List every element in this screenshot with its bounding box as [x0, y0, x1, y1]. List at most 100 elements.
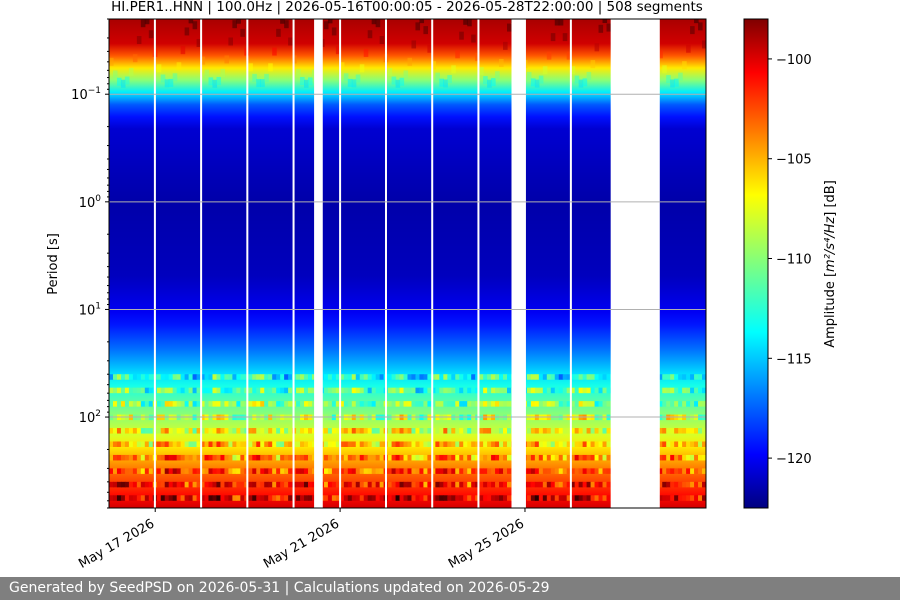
heatmap-cell [363, 401, 369, 407]
heatmap-cell [702, 468, 706, 474]
heatmap-cell [140, 441, 146, 447]
heatmap-cell [503, 495, 508, 501]
heatmap-cell [132, 401, 138, 407]
heatmap-cell [272, 495, 277, 501]
heatmap-cell [300, 454, 305, 461]
heatmap-cell [546, 401, 552, 407]
heatmap-cell [463, 428, 468, 434]
heatmap-cell [407, 401, 413, 407]
heatmap-cell [431, 374, 436, 380]
heatmap-cell [232, 20, 237, 29]
heatmap-cell [439, 387, 444, 394]
heatmap-cell [427, 401, 432, 407]
heatmap-cell [371, 401, 377, 407]
heatmap-cell [698, 481, 703, 488]
heatmap-cell [367, 468, 373, 474]
heatmap-cell [355, 495, 361, 501]
heatmap-cell [439, 454, 444, 461]
heatmap-cell [423, 374, 428, 380]
heatmap-cell [248, 63, 253, 72]
heatmap-cell [395, 441, 401, 447]
heatmap-cell [176, 495, 182, 501]
heatmap-cell [280, 495, 285, 501]
heatmap-cell [407, 387, 413, 394]
heatmap-cell [582, 495, 588, 501]
heatmap-cell [590, 401, 596, 407]
heatmap-cell [120, 401, 126, 407]
heatmap-cell [674, 495, 679, 501]
heatmap-cell [598, 468, 604, 474]
heatmap-cell [128, 68, 134, 77]
heatmap-cell [491, 401, 496, 407]
heatmap-cell [236, 387, 241, 394]
heatmap-cell [164, 374, 170, 380]
heatmap-cell [124, 454, 130, 461]
heatmap-cell [463, 454, 468, 461]
heatmap-cell [296, 468, 301, 474]
heatmap-cell [192, 441, 198, 447]
heatmap-cell [327, 468, 333, 474]
heatmap-cell [586, 428, 592, 434]
heatmap-cell [339, 387, 345, 394]
heatmap-cell [395, 454, 401, 461]
heatmap-cell [658, 50, 663, 59]
heatmap-cell [212, 374, 218, 380]
heatmap-cell [674, 78, 679, 87]
heatmap-cell [542, 454, 548, 461]
heatmap-cell [172, 428, 178, 434]
heatmap-cell [140, 468, 146, 474]
heatmap-cell [495, 468, 500, 474]
heatmap-cell [694, 387, 699, 394]
heatmap-cell [682, 61, 687, 70]
heatmap-cell [359, 481, 365, 488]
heatmap-cell [495, 401, 500, 407]
heatmap-cell [459, 31, 464, 40]
heatmap-cell [455, 481, 460, 488]
heatmap-cell [140, 387, 146, 394]
heatmap-cell [387, 468, 393, 474]
heatmap-cell [495, 495, 500, 501]
heatmap-cell [276, 441, 281, 447]
heatmap-cell [109, 387, 114, 394]
heatmap-cell [300, 374, 305, 380]
heatmap-cell [594, 428, 600, 434]
heatmap-cell [602, 387, 608, 394]
heatmap-cell [308, 428, 313, 434]
heatmap-cell [212, 468, 218, 474]
heatmap-cell [304, 387, 309, 394]
x-tick-label: May 21 2026 [261, 516, 342, 571]
heatmap-cell [503, 374, 508, 380]
heatmap-cell [371, 387, 377, 394]
heatmap-cell [359, 468, 365, 474]
heatmap-cell [288, 428, 293, 434]
heatmap-cell [423, 428, 428, 434]
heatmap-cell [534, 441, 540, 447]
heatmap-cell [339, 374, 345, 380]
heatmap-cell [566, 468, 572, 474]
heatmap-cell [459, 374, 464, 380]
heatmap-cell [439, 374, 444, 380]
heatmap-cell [196, 468, 202, 474]
heatmap-cell [180, 428, 186, 434]
heatmap-cell [546, 51, 552, 60]
heatmap-cell [530, 454, 536, 461]
heatmap-cell [495, 441, 500, 447]
heatmap-cell [467, 19, 472, 27]
heatmap-cell [288, 481, 293, 488]
heatmap-cell [702, 374, 706, 380]
heatmap-cell [467, 374, 472, 380]
heatmap-cell [180, 401, 186, 407]
heatmap-cell [598, 481, 604, 488]
heatmap-cell [136, 481, 142, 488]
heatmap-cell [331, 468, 337, 474]
heatmap-cell [208, 374, 214, 380]
heatmap-cell [399, 495, 405, 501]
heatmap-cell [578, 454, 584, 461]
heatmap-cell [132, 387, 138, 394]
heatmap-cell [530, 401, 536, 407]
heatmap-cell [459, 468, 464, 474]
heatmap-cell [403, 468, 409, 474]
heatmap-cell [228, 428, 233, 434]
heatmap-cell [526, 387, 532, 394]
heatmap-cell [467, 468, 472, 474]
